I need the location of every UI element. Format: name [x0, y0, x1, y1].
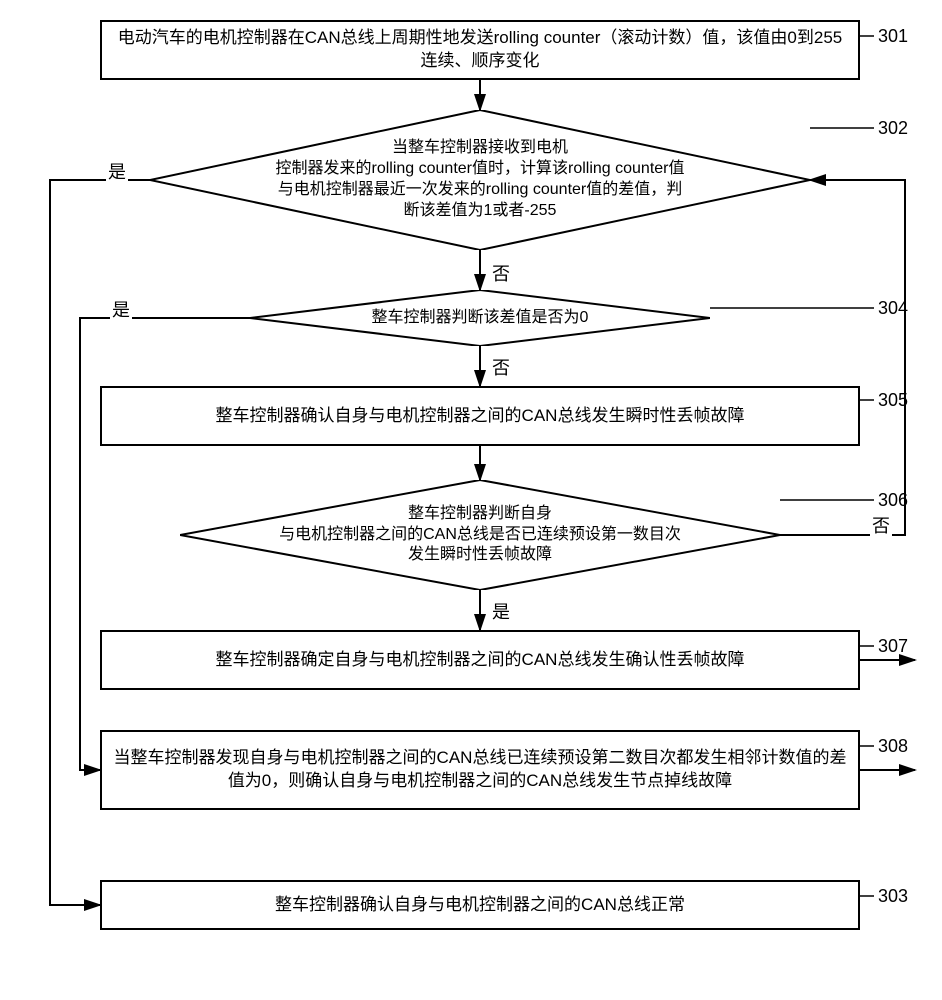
label-306-no: 否 [870, 512, 892, 538]
ref-305: 305 [878, 390, 908, 411]
step-301: 电动汽车的电机控制器在CAN总线上周期性地发送rolling counter（滚… [100, 20, 860, 80]
step-303-text: 整车控制器确认自身与电机控制器之间的CAN总线正常 [275, 894, 685, 917]
step-308: 当整车控制器发现自身与电机控制器之间的CAN总线已连续预设第二数目次都发生相邻计… [100, 730, 860, 810]
decision-306-text: 整车控制器判断自身 与电机控制器之间的CAN总线是否已连续预设第一数目次 发生瞬… [279, 504, 681, 566]
decision-306: 整车控制器判断自身 与电机控制器之间的CAN总线是否已连续预设第一数目次 发生瞬… [180, 480, 780, 590]
step-307-text: 整车控制器确定自身与电机控制器之间的CAN总线发生确认性丢帧故障 [216, 649, 745, 672]
ref-301: 301 [878, 26, 908, 47]
ref-306: 306 [878, 490, 908, 511]
decision-304-text: 整车控制器判断该差值是否为0 [372, 308, 589, 329]
step-305-text: 整车控制器确认自身与电机控制器之间的CAN总线发生瞬时性丢帧故障 [216, 405, 745, 428]
decision-302-text: 当整车控制器接收到电机 控制器发来的rolling counter值时，计算该r… [275, 138, 684, 221]
ref-303: 303 [878, 886, 908, 907]
ref-302: 302 [878, 118, 908, 139]
label-302-yes: 是 [106, 158, 128, 184]
step-301-text: 电动汽车的电机控制器在CAN总线上周期性地发送rolling counter（滚… [112, 27, 848, 73]
ref-307: 307 [878, 636, 908, 657]
step-307: 整车控制器确定自身与电机控制器之间的CAN总线发生确认性丢帧故障 [100, 630, 860, 690]
label-302-no: 否 [490, 260, 512, 286]
flowchart-canvas: 电动汽车的电机控制器在CAN总线上周期性地发送rolling counter（滚… [10, 10, 932, 990]
step-308-text: 当整车控制器发现自身与电机控制器之间的CAN总线已连续预设第二数目次都发生相邻计… [112, 747, 848, 793]
step-303: 整车控制器确认自身与电机控制器之间的CAN总线正常 [100, 880, 860, 930]
label-304-yes: 是 [110, 296, 132, 322]
label-306-yes: 是 [490, 598, 512, 624]
decision-302: 当整车控制器接收到电机 控制器发来的rolling counter值时，计算该r… [150, 110, 810, 250]
ref-308: 308 [878, 736, 908, 757]
decision-304: 整车控制器判断该差值是否为0 [250, 290, 710, 346]
step-305: 整车控制器确认自身与电机控制器之间的CAN总线发生瞬时性丢帧故障 [100, 386, 860, 446]
ref-304: 304 [878, 298, 908, 319]
label-304-no: 否 [490, 354, 512, 380]
